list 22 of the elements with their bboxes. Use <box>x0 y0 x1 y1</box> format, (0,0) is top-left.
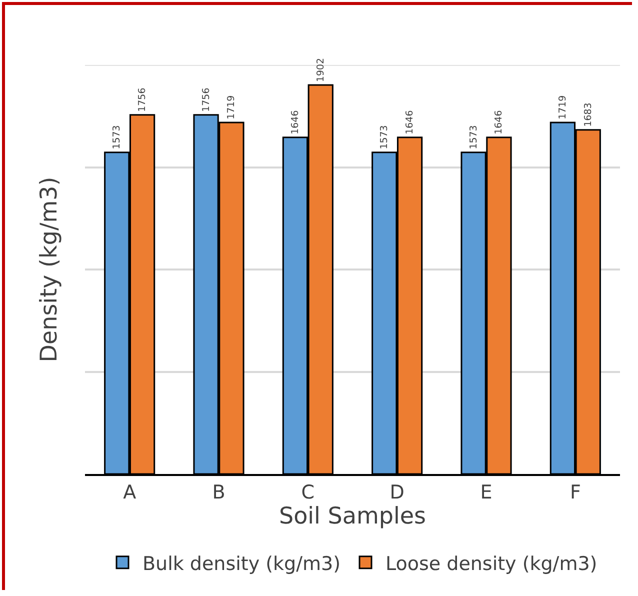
data-label: 1573 <box>468 125 480 150</box>
legend-label: Loose density (kg/m3) <box>386 552 598 575</box>
x-tick-label: E <box>480 482 492 504</box>
legend-label: Bulk density (kg/m3) <box>142 552 340 575</box>
y-axis-title: Density (kg/m3) <box>36 176 62 362</box>
data-label: 1719 <box>226 95 238 120</box>
data-label: 1719 <box>558 95 568 120</box>
x-tick-label: B <box>212 482 226 504</box>
x-axis-title: Soil Samples <box>279 504 426 530</box>
x-tick-label: C <box>301 482 315 504</box>
x-tick-label: F <box>570 482 581 504</box>
data-label: 1646 <box>290 110 301 134</box>
x-tick-label: A <box>123 482 136 504</box>
data-label: 1573 <box>379 125 390 150</box>
data-label: 1646 <box>404 110 416 134</box>
data-label: 1902 <box>315 58 326 82</box>
data-label: 1756 <box>137 88 148 112</box>
data-label: 1683 <box>582 102 594 127</box>
data-label: 1573 <box>112 125 123 150</box>
data-label: 1756 <box>200 88 212 112</box>
x-tick-label: D <box>390 482 404 504</box>
data-label: 1646 <box>494 110 505 134</box>
